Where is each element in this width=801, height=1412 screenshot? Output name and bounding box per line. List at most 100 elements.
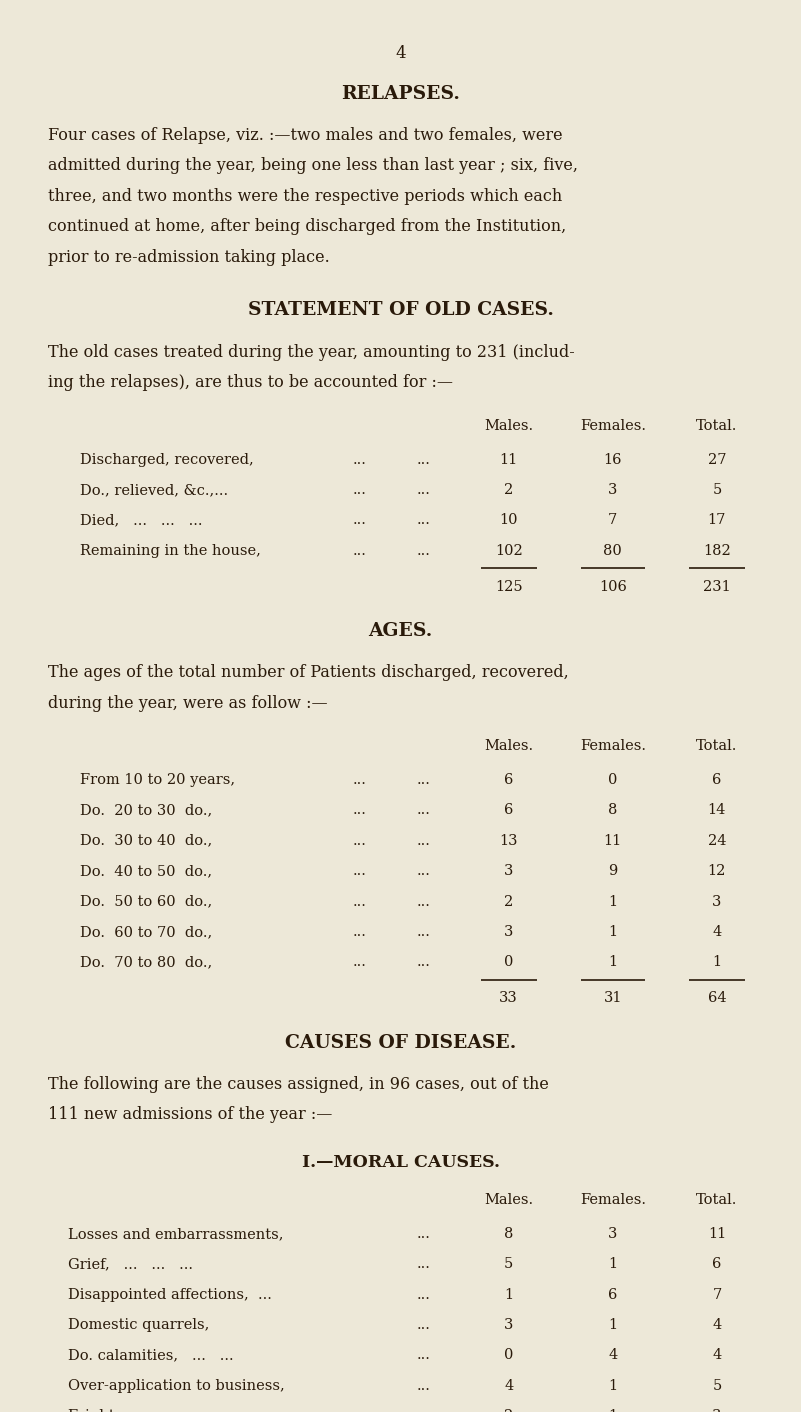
Text: 3: 3	[504, 864, 513, 878]
Text: Over-application to business,: Over-application to business,	[68, 1378, 285, 1392]
Text: ...: ...	[417, 833, 430, 847]
Text: ...: ...	[417, 1227, 430, 1241]
Text: ...: ...	[352, 925, 366, 939]
Text: ...: ...	[417, 1257, 430, 1271]
Text: 0: 0	[504, 955, 513, 969]
Text: 1: 1	[608, 894, 618, 908]
Text: The following are the causes assigned, in 96 cases, out of the: The following are the causes assigned, i…	[48, 1076, 549, 1093]
Text: AGES.: AGES.	[368, 621, 433, 640]
Text: 102: 102	[495, 544, 522, 558]
Text: 4: 4	[608, 1348, 618, 1363]
Text: admitted during the year, being one less than last year ; six, five,: admitted during the year, being one less…	[48, 158, 578, 175]
Text: ...: ...	[417, 1378, 430, 1392]
Text: The ages of the total number of Patients discharged, recovered,: The ages of the total number of Patients…	[48, 664, 569, 682]
Text: 3: 3	[712, 894, 722, 908]
Text: ...: ...	[417, 772, 430, 786]
Text: ...: ...	[352, 864, 366, 878]
Text: Grief,   ...   ...   ...: Grief, ... ... ...	[68, 1257, 193, 1271]
Text: 3: 3	[504, 925, 513, 939]
Text: Total.: Total.	[696, 418, 738, 432]
Text: 2: 2	[504, 894, 513, 908]
Text: Do., relieved, &c.,...: Do., relieved, &c.,...	[80, 483, 228, 497]
Text: 17: 17	[708, 513, 726, 527]
Text: 4: 4	[395, 45, 406, 62]
Text: 0: 0	[504, 1348, 513, 1363]
Text: ...: ...	[417, 864, 430, 878]
Text: 64: 64	[707, 991, 727, 1005]
Text: 106: 106	[599, 579, 626, 593]
Text: Do. calamities,   ...   ...: Do. calamities, ... ...	[68, 1348, 234, 1363]
Text: ...: ...	[417, 483, 430, 497]
Text: STATEMENT OF OLD CASES.: STATEMENT OF OLD CASES.	[248, 301, 553, 319]
Text: 7: 7	[712, 1288, 722, 1302]
Text: RELAPSES.: RELAPSES.	[341, 85, 460, 103]
Text: 6: 6	[712, 1257, 722, 1271]
Text: ...: ...	[417, 894, 430, 908]
Text: 6: 6	[504, 803, 513, 818]
Text: Remaining in the house,: Remaining in the house,	[80, 544, 261, 558]
Text: ...: ...	[417, 513, 430, 527]
Text: Total.: Total.	[696, 1193, 738, 1207]
Text: 5: 5	[712, 483, 722, 497]
Text: 1: 1	[608, 1409, 618, 1412]
Text: Domestic quarrels,: Domestic quarrels,	[68, 1319, 209, 1332]
Text: 0: 0	[608, 772, 618, 786]
Text: 11: 11	[500, 452, 517, 466]
Text: 4: 4	[712, 1348, 722, 1363]
Text: ...: ...	[417, 955, 430, 969]
Text: ...: ...	[352, 452, 366, 466]
Text: 111 new admissions of the year :—: 111 new admissions of the year :—	[48, 1107, 332, 1124]
Text: 4: 4	[712, 1319, 722, 1332]
Text: Males.: Males.	[484, 418, 533, 432]
Text: 3: 3	[712, 1409, 722, 1412]
Text: ...: ...	[352, 483, 366, 497]
Text: 80: 80	[603, 544, 622, 558]
Text: 1: 1	[504, 1288, 513, 1302]
Text: ...: ...	[352, 544, 366, 558]
Text: 27: 27	[707, 452, 727, 466]
Text: The old cases treated during the year, amounting to 231 (includ-: The old cases treated during the year, a…	[48, 343, 575, 361]
Text: CAUSES OF DISEASE.: CAUSES OF DISEASE.	[285, 1034, 516, 1052]
Text: ...: ...	[417, 925, 430, 939]
Text: ...: ...	[417, 1409, 430, 1412]
Text: 1: 1	[608, 1319, 618, 1332]
Text: Died,   ...   ...   ...: Died, ... ... ...	[80, 513, 203, 527]
Text: 1: 1	[712, 955, 722, 969]
Text: ...: ...	[417, 1288, 430, 1302]
Text: ing the relapses), are thus to be accounted for :—: ing the relapses), are thus to be accoun…	[48, 374, 453, 391]
Text: 11: 11	[604, 833, 622, 847]
Text: Females.: Females.	[580, 1193, 646, 1207]
Text: ...: ...	[352, 955, 366, 969]
Text: Do.  30 to 40  do.,: Do. 30 to 40 do.,	[80, 833, 212, 847]
Text: ...: ...	[417, 1348, 430, 1363]
Text: ...: ...	[352, 803, 366, 818]
Text: Discharged, recovered,: Discharged, recovered,	[80, 452, 254, 466]
Text: 7: 7	[608, 513, 618, 527]
Text: 12: 12	[708, 864, 726, 878]
Text: 8: 8	[608, 803, 618, 818]
Text: Do.  20 to 30  do.,: Do. 20 to 30 do.,	[80, 803, 212, 818]
Text: ...: ...	[417, 452, 430, 466]
Text: 5: 5	[504, 1257, 513, 1271]
Text: continued at home, after being discharged from the Institution,: continued at home, after being discharge…	[48, 217, 566, 236]
Text: 6: 6	[608, 1288, 618, 1302]
Text: ...: ...	[417, 1319, 430, 1332]
Text: From 10 to 20 years,: From 10 to 20 years,	[80, 772, 235, 786]
Text: prior to re-admission taking place.: prior to re-admission taking place.	[48, 249, 330, 265]
Text: 1: 1	[608, 1257, 618, 1271]
Text: 2: 2	[504, 483, 513, 497]
Text: 4: 4	[712, 925, 722, 939]
Text: ...: ...	[352, 772, 366, 786]
Text: 8: 8	[504, 1227, 513, 1241]
Text: Do.  70 to 80  do.,: Do. 70 to 80 do.,	[80, 955, 212, 969]
Text: Four cases of Relapse, viz. :—two males and two females, were: Four cases of Relapse, viz. :—two males …	[48, 127, 562, 144]
Text: Do.  40 to 50  do.,: Do. 40 to 50 do.,	[80, 864, 212, 878]
Text: during the year, were as follow :—: during the year, were as follow :—	[48, 695, 328, 712]
Text: Males.: Males.	[484, 1193, 533, 1207]
Text: 33: 33	[499, 991, 518, 1005]
Text: ...: ...	[352, 833, 366, 847]
Text: 182: 182	[703, 544, 731, 558]
Text: 2: 2	[504, 1409, 513, 1412]
Text: 1: 1	[608, 925, 618, 939]
Text: 13: 13	[499, 833, 518, 847]
